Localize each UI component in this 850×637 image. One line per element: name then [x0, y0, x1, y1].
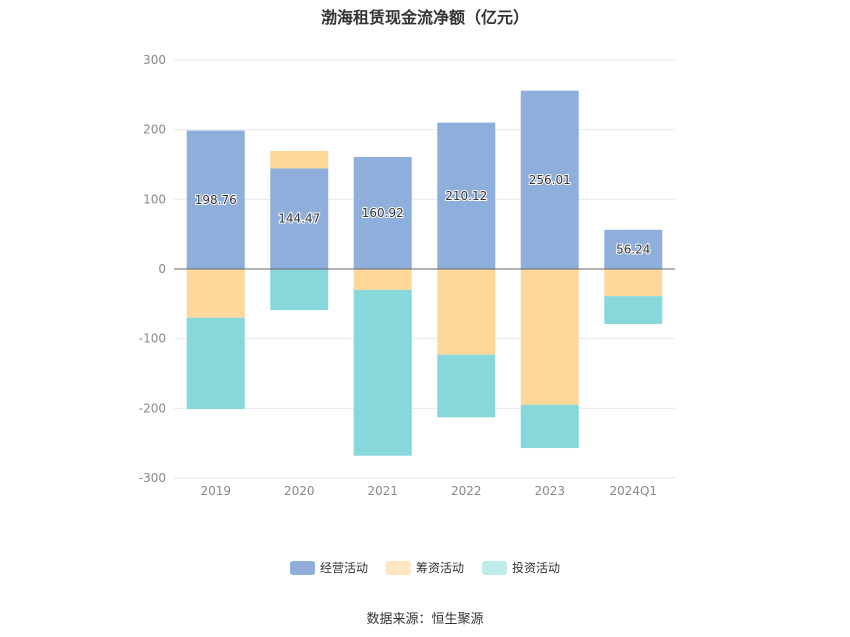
- data-label-2021: 160.92: [362, 206, 404, 220]
- legend-swatch: [482, 560, 507, 575]
- legend-item-0[interactable]: 经营活动: [289, 559, 368, 576]
- axes: [174, 268, 675, 479]
- bar-2024Q1-series-1[interactable]: [604, 269, 663, 297]
- bar-2020-series-2[interactable]: [270, 269, 329, 311]
- legend-item-2[interactable]: 投资活动: [482, 559, 560, 576]
- y-tick-label: 0: [158, 262, 166, 276]
- bar-2021-series-0[interactable]: [353, 156, 412, 269]
- bar-2021-series-2[interactable]: [353, 289, 412, 456]
- grid-lines: [174, 59, 675, 479]
- legend: 经营活动 筹资活动 投资活动: [0, 559, 850, 576]
- bar-2023-series-2[interactable]: [520, 404, 579, 449]
- y-tick-label: 300: [143, 53, 166, 67]
- source-note: 数据来源：恒生聚源: [366, 612, 484, 627]
- y-tick-label: 100: [143, 192, 166, 206]
- x-tick-label: 2023: [534, 484, 565, 498]
- y-tick-label: -200: [139, 401, 166, 415]
- bar-2023-series-1[interactable]: [520, 269, 579, 405]
- x-tick-label: 2022: [451, 484, 482, 498]
- y-tick-label: -300: [139, 471, 166, 485]
- x-tick-label: 2021: [367, 484, 398, 498]
- x-tick-label: 2020: [284, 484, 315, 498]
- bar-2022-series-1[interactable]: [437, 269, 496, 355]
- bar-2020-series-1[interactable]: [270, 150, 329, 169]
- data-labels: 198.76 144.47 160.92 210.12 256.01 56.24: [194, 172, 652, 258]
- legend-item-1[interactable]: 筹资活动: [385, 559, 464, 576]
- bar-2019-series-0[interactable]: [186, 130, 245, 269]
- x-axis-ticks: 2019 2020 2021 2022 2023 2024Q1: [200, 484, 657, 498]
- y-tick-label: -100: [139, 332, 166, 346]
- x-tick-label: 2019: [200, 484, 231, 498]
- data-label-2019: 198.76: [195, 193, 237, 207]
- bars: [186, 90, 663, 456]
- data-label-2020: 144.47: [278, 212, 320, 226]
- bar-2024Q1-series-2[interactable]: [604, 296, 663, 325]
- legend-label: 筹资活动: [415, 561, 464, 575]
- y-tick-label: 200: [143, 123, 166, 137]
- legend-swatch: [385, 560, 411, 575]
- bar-2020-series-0[interactable]: [270, 168, 329, 269]
- data-label-2024Q1: 56.24: [616, 242, 650, 256]
- legend-swatch: [289, 560, 315, 575]
- chart-title: 渤海租赁现金流净额（亿元）: [320, 8, 529, 27]
- bar-2022-series-2[interactable]: [437, 354, 496, 418]
- bar-2019-series-2[interactable]: [186, 317, 245, 410]
- bar-2019-series-1[interactable]: [186, 269, 245, 318]
- bar-2022-series-0[interactable]: [437, 122, 496, 270]
- bar-2021-series-1[interactable]: [353, 269, 412, 290]
- legend-label: 经营活动: [319, 561, 368, 575]
- y-axis-ticks: 300 200 100 0 -100 -200 -300: [139, 53, 166, 485]
- data-label-2023: 256.01: [529, 173, 571, 187]
- data-label-2022: 210.12: [445, 189, 487, 203]
- bar-2024Q1-series-0[interactable]: [604, 229, 663, 269]
- legend-label: 投资活动: [512, 561, 561, 575]
- x-tick-label: 2024Q1: [609, 484, 657, 498]
- bar-2023-series-0[interactable]: [520, 90, 579, 270]
